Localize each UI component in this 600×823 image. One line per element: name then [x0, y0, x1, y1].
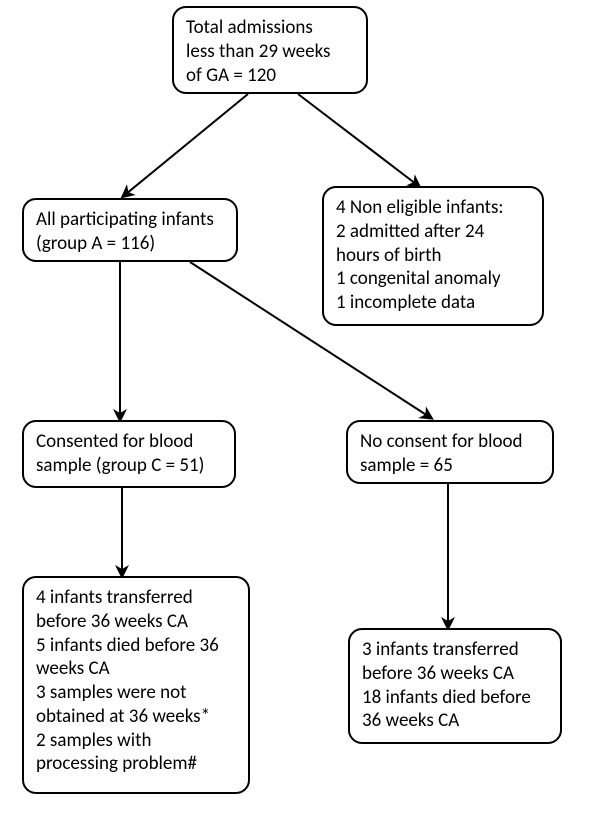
- node-text-line: Total admissions: [186, 16, 354, 40]
- node-text-line: 5 infants died before 36: [36, 634, 236, 658]
- node-text-line: 3 infants transferred: [362, 638, 548, 662]
- node-group-a: All participating infants(group A = 116): [22, 198, 238, 262]
- node-total-admissions: Total admissionsless than 29 weeksof GA …: [172, 6, 368, 94]
- edge-root-to-nonEligible: [298, 94, 416, 184]
- node-text-line: No consent for blood: [360, 430, 540, 454]
- node-consented: Consented for bloodsample (group C = 51): [22, 420, 236, 488]
- node-text-line: 3 samples were not: [36, 681, 236, 705]
- node-text-line: 1 incomplete data: [336, 291, 530, 315]
- node-text-line: sample (group C = 51): [36, 454, 222, 478]
- node-text-line: weeks CA: [36, 657, 236, 681]
- node-consented-outcome: 4 infants transferredbefore 36 weeks CA5…: [22, 576, 250, 794]
- node-text-line: 36 weeks CA: [362, 709, 548, 733]
- node-text-line: 2 samples with: [36, 729, 236, 753]
- node-text-line: before 36 weeks CA: [36, 610, 236, 634]
- node-text-line: obtained at 36 weeks*: [36, 705, 236, 729]
- edge-root-to-groupA: [126, 94, 248, 194]
- node-text-line: processing problem#: [36, 752, 236, 776]
- node-text-line: before 36 weeks CA: [362, 662, 548, 686]
- node-text-line: 2 admitted after 24: [336, 220, 530, 244]
- node-text-line: 4 Non eligible infants:: [336, 196, 530, 220]
- node-no-consent: No consent for bloodsample = 65: [346, 420, 554, 484]
- node-text-line: 18 infants died before: [362, 686, 548, 710]
- node-text-line: 1 congenital anomaly: [336, 267, 530, 291]
- node-text-line: sample = 65: [360, 454, 540, 478]
- node-no-consent-outcome: 3 infants transferredbefore 36 weeks CA1…: [348, 628, 562, 744]
- node-non-eligible: 4 Non eligible infants:2 admitted after …: [322, 186, 544, 326]
- node-text-line: less than 29 weeks: [186, 40, 354, 64]
- node-text-line: 4 infants transferred: [36, 586, 236, 610]
- node-text-line: of GA = 120: [186, 64, 354, 88]
- node-text-line: hours of birth: [336, 244, 530, 268]
- node-text-line: (group A = 116): [36, 232, 224, 256]
- node-text-line: All participating infants: [36, 208, 224, 232]
- node-text-line: Consented for blood: [36, 430, 222, 454]
